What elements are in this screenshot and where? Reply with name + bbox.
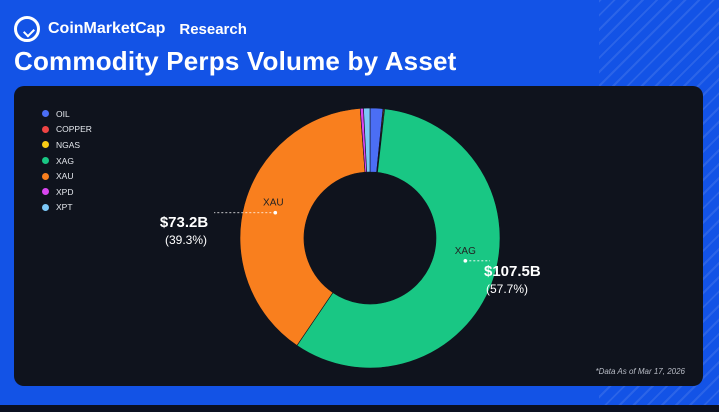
legend-item-ngas: NGAS — [42, 137, 92, 153]
slice-xau — [239, 108, 366, 346]
legend-swatch-xau — [42, 172, 49, 180]
legend-item-xpt: XPT — [42, 200, 92, 216]
slice-xag — [296, 108, 501, 369]
legend-label-xag: XAG — [56, 155, 74, 166]
legend-swatch-xpt — [42, 203, 49, 211]
legend-label-copper: COPPER — [56, 124, 92, 135]
legend-item-oil: OIL — [42, 106, 92, 122]
legend-item-xpd: XPD — [42, 184, 92, 200]
bottom-strip — [0, 405, 719, 412]
legend-label-ngas: NGAS — [56, 139, 81, 150]
annotation-value-xag: $107.5B — [484, 263, 541, 280]
legend-label-xpd: XPD — [56, 186, 74, 197]
slice-xpt — [363, 107, 371, 173]
legend-swatch-oil — [42, 110, 49, 118]
legend-swatch-xpd — [42, 188, 49, 196]
header: CoinMarketCap Research — [14, 16, 247, 42]
section-label: Research — [179, 20, 247, 38]
page-title: Commodity Perps Volume by Asset — [14, 46, 457, 76]
legend-swatch-copper — [42, 125, 49, 133]
legend-label-xau: XAU — [56, 171, 74, 182]
donut-chart: XAU $73.2B (39.3%) XAG $107.5B (57.7%) — [160, 107, 541, 369]
coinmarketcap-logo-icon — [14, 16, 40, 42]
annotation-percent-xag: (57.7%) — [486, 282, 528, 296]
annotation-marker-xau — [273, 210, 278, 215]
legend-item-copper: COPPER — [42, 122, 92, 138]
legend-swatch-xag — [42, 157, 49, 165]
data-footnote: *Data As of Mar 17, 2026 — [595, 367, 685, 376]
annotation-percent-xau: (39.3%) — [165, 233, 207, 247]
chart-legend: OIL COPPER NGAS XAG XAU XPD XPT — [42, 106, 92, 215]
slice-label-xau: XAU — [263, 198, 284, 209]
legend-label-xpt: XPT — [56, 202, 73, 213]
annotation-value-xau: $73.2B — [160, 214, 209, 231]
slice-label-xag: XAG — [455, 246, 476, 257]
legend-swatch-ngas — [42, 141, 49, 149]
brand-name: CoinMarketCap — [48, 20, 166, 37]
legend-item-xag: XAG — [42, 153, 92, 169]
legend-item-xau: XAU — [42, 168, 92, 184]
legend-label-oil: OIL — [56, 108, 70, 119]
chart-panel: OIL COPPER NGAS XAG XAU XPD XPT XAU $73.2B (39.3… — [14, 86, 703, 386]
